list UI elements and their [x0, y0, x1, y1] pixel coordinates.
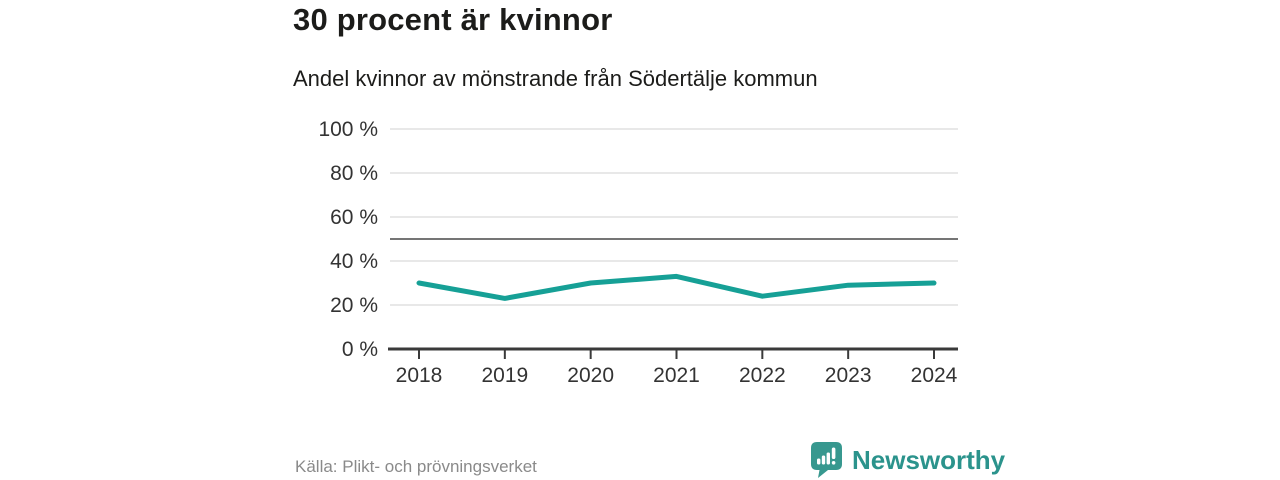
x-tick-label: 2022 [739, 364, 786, 387]
y-tick-label: 40 % [330, 250, 378, 273]
x-tick-label: 2024 [911, 364, 958, 387]
bar-2 [821, 455, 826, 465]
brand-name: Newsworthy [852, 445, 1006, 475]
y-tick-label: 0 % [342, 338, 378, 361]
chart-subtitle: Andel kvinnor av mönstrande från Södertä… [293, 66, 818, 91]
x-tick-label: 2019 [481, 364, 528, 387]
newsworthy-logo-icon [811, 442, 842, 478]
x-tick-label: 2020 [567, 364, 614, 387]
y-tick-label: 80 % [330, 162, 378, 185]
speech-bubble-shape [811, 442, 842, 478]
x-tick-label: 2021 [653, 364, 700, 387]
x-tick-label: 2018 [396, 364, 443, 387]
x-tick-label: 2023 [825, 364, 872, 387]
source-note: Källa: Plikt- och prövningsverket [295, 457, 537, 476]
bar-1 [817, 458, 821, 465]
brand-logo: Newsworthy [811, 442, 1005, 478]
bar-3 [826, 452, 830, 465]
exclamation-stem [831, 447, 836, 459]
data-line-0 [416, 273, 937, 301]
y-tick-label: 20 % [330, 294, 378, 317]
y-tick-label: 100 % [318, 118, 378, 141]
chart-title: 30 procent är kvinnor [293, 2, 613, 37]
exclamation-dot [831, 461, 836, 465]
y-tick-label: 60 % [330, 206, 378, 229]
